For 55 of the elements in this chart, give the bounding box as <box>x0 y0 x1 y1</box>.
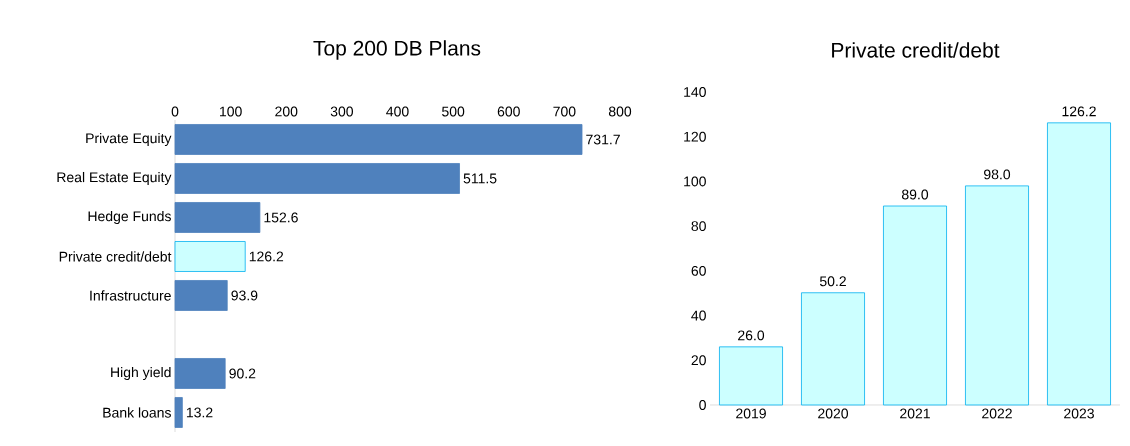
x-tick-label: 100 <box>220 106 242 117</box>
data-label: 89.0 <box>901 189 929 200</box>
bar <box>719 346 783 406</box>
data-label: 731.7 <box>586 134 620 145</box>
y-tick-label: Bank loans <box>103 407 171 418</box>
x-tick-label: 400 <box>386 106 409 117</box>
data-label: 126.2 <box>249 251 284 262</box>
x-tick-label: 2020 <box>818 408 849 419</box>
y-tick-label: High yield <box>111 366 171 381</box>
y-tick-label: 40 <box>691 310 706 321</box>
x-tick-label: 800 <box>608 106 632 117</box>
x-tick-label: 500 <box>442 106 465 117</box>
y-tick-label: Private Equity <box>86 132 172 147</box>
data-label: 13.2 <box>186 407 213 418</box>
y-tick-label: Infrastructure <box>90 290 171 301</box>
x-tick-label: 0 <box>171 106 179 117</box>
data-label: 126.2 <box>1062 106 1096 117</box>
bar <box>174 202 261 233</box>
chart-title: Top 200 DB Plans <box>313 40 481 60</box>
y-tick-label: Real Estate Equity <box>57 171 172 186</box>
y-tick-label: 140 <box>684 87 706 97</box>
y-tick-label: 0 <box>699 400 706 410</box>
x-tick-label: 2019 <box>736 408 766 419</box>
bar <box>883 205 947 406</box>
x-tick-label: 2021 <box>900 408 930 419</box>
data-label: 98.0 <box>984 169 1011 180</box>
x-tick-label: 2022 <box>982 408 1012 419</box>
y-tick-label: Hedge Funds <box>88 210 171 225</box>
bar <box>174 280 228 311</box>
bar <box>174 397 183 428</box>
y-tick-label: Private credit/debt <box>59 251 172 262</box>
x-tick-label: 2023 <box>1064 408 1094 419</box>
data-label: 26.0 <box>738 330 765 341</box>
bar <box>1047 122 1111 406</box>
y-tick-label: 80 <box>691 221 706 232</box>
data-label: 90.2 <box>229 368 256 379</box>
data-label: 93.9 <box>231 290 258 301</box>
data-label: 511.5 <box>463 173 497 184</box>
x-tick-label: 300 <box>330 106 354 117</box>
y-tick-label: 100 <box>684 176 706 187</box>
x-tick-label: 700 <box>553 106 576 117</box>
x-tick-label: 200 <box>275 106 298 117</box>
bar <box>174 163 460 194</box>
y-tick-label: 20 <box>691 355 706 366</box>
y-tick-label: 120 <box>684 131 706 142</box>
bar <box>174 358 226 389</box>
chart-title: Private credit/debt <box>832 42 1000 58</box>
bar <box>174 124 583 155</box>
bar <box>174 241 246 272</box>
data-label: 152.6 <box>264 212 298 223</box>
x-tick-label: 600 <box>497 106 520 117</box>
y-tick-label: 60 <box>691 265 706 276</box>
bar <box>801 292 865 406</box>
data-label: 50.2 <box>819 276 846 287</box>
bar <box>965 185 1029 406</box>
